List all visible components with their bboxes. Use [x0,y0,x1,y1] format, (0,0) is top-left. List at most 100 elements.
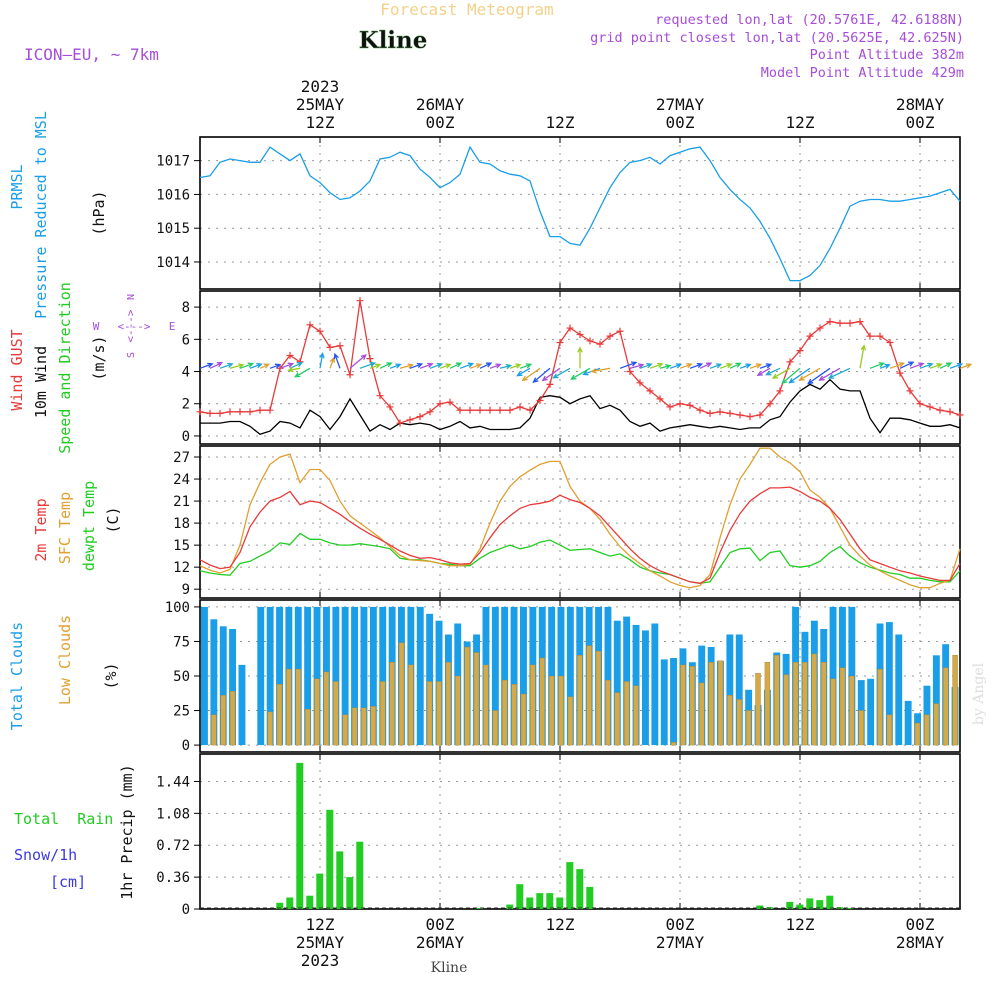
wind-gust-marker [786,358,794,366]
wind-gust-marker [806,332,814,340]
wind-direction-arrow [359,361,377,369]
precip-bar [546,893,554,909]
precip-bar [536,893,544,909]
wind-direction-arrow [756,367,771,377]
y-tick-label: 0.36 [156,870,190,886]
total-cloud-bar [341,606,349,746]
snow-label: Snow/1h [14,846,77,864]
wind-direction-arrow [521,367,541,382]
wind-direction-arrow [287,366,301,373]
wind-direction-arrow [590,367,611,374]
wind-gust-marker [716,408,724,416]
y-tick-label: 0.72 [156,838,190,854]
precip-bar [316,873,324,909]
wind-gust-marker [706,409,714,417]
y-tick-label: 4 [182,365,190,381]
wind-unit: (m/s) [90,335,108,380]
precip-bar [286,897,294,909]
meteogram-subtitle: Forecast Meteogram [380,0,553,19]
total-cloud-bar [304,606,312,746]
y-tick-label: 1014 [156,255,190,271]
y-tick-label: 18 [173,516,190,532]
precip-bar [516,884,524,909]
low-cloud-bar [295,668,301,746]
total-cloud-bar [238,664,246,745]
total-cloud-bar [360,606,368,746]
precip-bar [506,904,514,909]
wind-direction-arrow [639,363,653,369]
wind-direction-arrow [489,363,502,369]
wind-direction-arrow [369,363,382,369]
wind-gust-marker [316,327,324,335]
wind-direction-arrow [765,367,781,376]
wind-direction-arrow [429,362,444,369]
wind-gust-marker [886,339,894,347]
total-cloud-bar [210,619,218,745]
wind-gust-marker [826,318,834,326]
precip-bar [806,898,814,909]
precip-bar [816,900,824,909]
precip-bar [526,897,534,909]
wind-gust-marker [636,379,644,387]
y-tick-label: 8 [182,300,190,316]
wind-gust-marker [196,408,204,416]
wind-gust-marker [956,411,964,419]
low-cloud-bar [483,664,489,746]
wind-direction-arrow [869,362,886,369]
low-cloud-bar [558,675,564,746]
wind-direction-arrow [349,354,367,369]
wind-gust-marker [286,351,294,359]
low-cloud-bar [370,706,376,746]
precip-bar [336,851,344,909]
precip-bar [586,886,594,909]
total-cloud-bar [566,606,574,746]
wind-direction-arrow [333,352,341,369]
wind-gust-marker [566,324,574,332]
wind-gust-marker [446,398,454,406]
wind-direction-arrow [541,367,561,382]
wind-gust-marker [916,400,924,408]
wind-direction-arrow [659,364,672,370]
low-cloud-bar [436,681,442,746]
wind-gust-marker [756,411,764,419]
low-cloud-bar [445,662,452,746]
low-cloud-bar [914,722,921,746]
wind-direction-arrow [516,367,531,377]
precip-bar [296,762,304,909]
precip-bar [356,841,364,909]
wind-gust-marker [536,397,544,405]
wind-direction-arrow [219,362,234,369]
wind-direction-arrow [719,363,733,369]
wind-gust-marker [856,318,864,326]
wind-direction-arrow [552,367,571,379]
low-cloud-bar [783,674,789,746]
low-cloud-bar [708,662,714,746]
total-cloud-bar [660,659,668,746]
wind-direction-arrow [293,367,311,378]
bottom-time-label: 12Z [546,915,575,934]
point-altitude: Point Altitude 382m [810,47,964,63]
bottom-time-label: 00Z [906,915,935,934]
precip-bar [476,908,484,909]
wind-direction-arrow [469,363,483,369]
low-cloud-bar [717,660,724,746]
wind-gust-marker [426,408,434,416]
y-tick-label: 1017 [156,154,190,170]
wind-direction-arrow [669,363,683,369]
gridpoint-coords: grid point closest lon,lat (20.5625E, 42… [590,30,964,46]
low-cloud-bar [464,646,470,746]
top-time-label: 27MAY [656,95,705,114]
wind-gust-marker [816,324,824,332]
wind-gust-marker [386,403,394,411]
clouds-unit: (%) [102,662,120,689]
wind-gust-marker [526,406,534,414]
low-cloud-bar [530,664,536,746]
wind-direction-arrow [798,367,821,381]
wind-gust-marker [576,330,584,338]
compass-n: N [126,294,137,300]
wind-direction-arrow [532,367,551,384]
location-title: Kline [359,27,428,54]
low-cloud-bar [943,667,949,746]
top-time-label: 12Z [786,113,815,132]
wind-direction-arrow [419,362,434,369]
